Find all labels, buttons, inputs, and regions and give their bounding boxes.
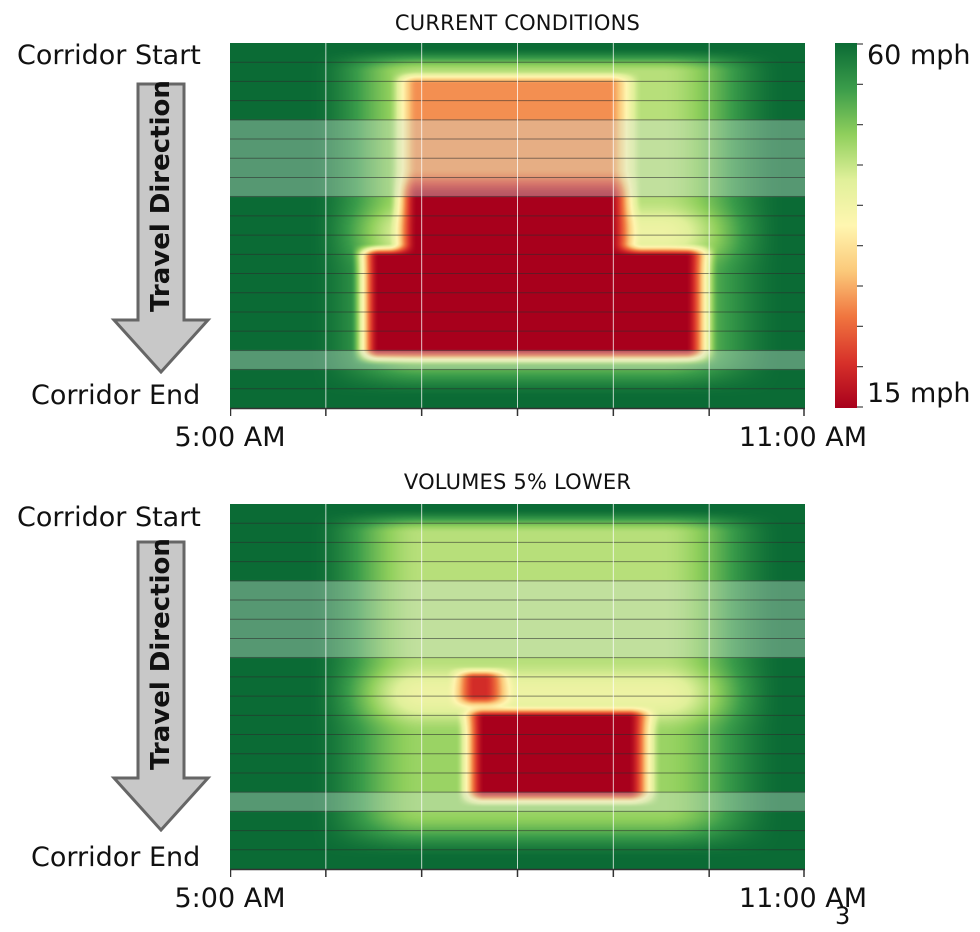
- heatmap-grid-overlay-1: [230, 43, 805, 416]
- y-top-label-2: Corridor Start: [17, 502, 201, 533]
- chart-title-1: CURRENT CONDITIONS: [394, 11, 641, 35]
- travel-direction-arrow-1: [110, 82, 212, 374]
- chart-title-2: VOLUMES 5% LOWER: [403, 470, 632, 494]
- y-bottom-label-1: Corridor End: [31, 380, 201, 411]
- travel-direction-arrow-2: [110, 540, 212, 832]
- y-top-label-1: Corridor Start: [17, 40, 201, 71]
- legend-ticks: [857, 43, 863, 408]
- heatmap-grid-overlay-2: [230, 504, 805, 877]
- x-end-label-2: 11:00 AM: [738, 883, 868, 914]
- travel-direction-label-2: Travel Direction: [146, 538, 176, 770]
- x-start-label-1: 5:00 AM: [174, 422, 286, 453]
- page-number: 3: [835, 902, 851, 930]
- y-bottom-label-2: Corridor End: [31, 842, 201, 873]
- legend-min-label: 15 mph: [867, 378, 971, 409]
- x-end-label-1: 11:00 AM: [738, 422, 868, 453]
- x-start-label-2: 5:00 AM: [174, 883, 286, 914]
- speed-color-legend: [835, 43, 857, 408]
- travel-direction-label-1: Travel Direction: [146, 80, 176, 312]
- legend-max-label: 60 mph: [867, 40, 971, 71]
